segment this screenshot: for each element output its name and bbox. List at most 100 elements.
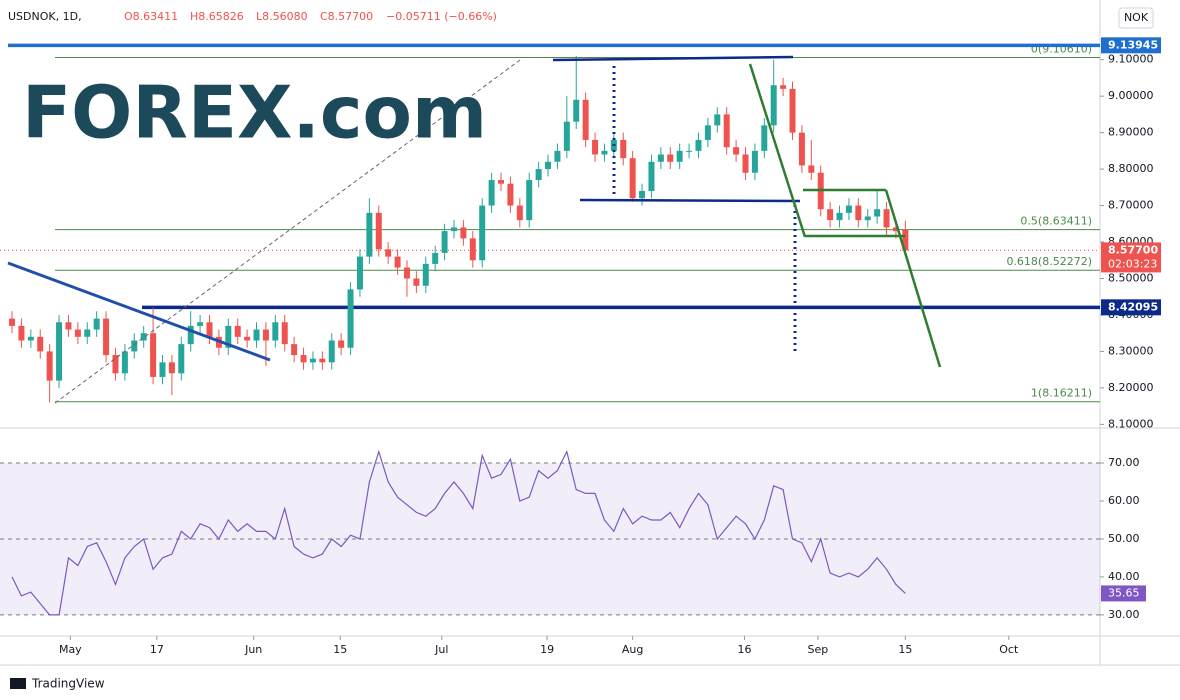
value-tag-label: 35.65: [1108, 586, 1140, 599]
x-tick-label: 19: [540, 643, 554, 656]
ohlc-high: H8.65826: [190, 10, 244, 23]
price-tag: [1101, 37, 1161, 54]
candle-body: [563, 121, 570, 151]
candle-body: [244, 336, 251, 341]
candle-body: [121, 351, 128, 374]
trend-line: [579, 198, 801, 203]
x-tick-label: 15: [333, 643, 347, 656]
fib-level-label: 0.618(8.52272): [1006, 255, 1092, 268]
candle-body: [375, 212, 382, 250]
x-tick-label: May: [59, 643, 82, 656]
candle-body: [902, 229, 909, 251]
rsi-band: [0, 463, 1100, 615]
price-tag: [1101, 299, 1161, 316]
candle-body: [742, 154, 749, 173]
candle-body: [253, 329, 260, 341]
price-tag-label: 9.13945: [1108, 38, 1158, 51]
candle-body: [403, 267, 410, 279]
candle-body: [874, 209, 881, 217]
candle-body: [112, 355, 119, 374]
candle-body: [281, 322, 288, 345]
candle-body: [338, 340, 345, 348]
candle-body: [441, 231, 448, 253]
fib-trend-line: [54, 59, 521, 404]
candle-body: [667, 154, 674, 162]
candle-body: [798, 132, 805, 166]
candle-body: [535, 169, 542, 181]
candle-body: [704, 125, 711, 140]
candle-body: [74, 329, 81, 337]
candle-body: [187, 325, 194, 345]
candle-body: [582, 99, 589, 140]
candle-body: [770, 85, 777, 126]
symbol: USDNOK, 1D,: [8, 10, 82, 23]
candle-body: [733, 147, 740, 155]
x-tick-label: Jun: [244, 643, 262, 656]
plot-layer: 8.100008.200008.300008.400008.500008.600…: [0, 37, 1161, 656]
y-tick-label: 40.00: [1108, 570, 1140, 583]
y-tick-label: 60.00: [1108, 494, 1140, 507]
candle-body: [639, 190, 646, 199]
price-tag-label: 8.57700: [1108, 243, 1158, 256]
ohlc-change: −0.05711 (−0.66%): [386, 10, 497, 23]
candle-body: [347, 289, 354, 348]
footer-brand: TradingView: [31, 677, 105, 691]
candle-body: [516, 205, 523, 221]
candle-body: [601, 150, 608, 155]
candle-body: [479, 205, 486, 261]
candle-body: [422, 263, 429, 286]
ohlc-low: L8.56080: [256, 10, 308, 23]
y-tick-label: 9.00000: [1108, 89, 1154, 102]
candle-body: [657, 154, 664, 162]
y-tick-label: 8.20000: [1108, 381, 1154, 394]
flagpole-line: [748, 63, 807, 238]
candle-body: [686, 150, 693, 152]
candle-body: [714, 114, 721, 126]
candle-body: [234, 325, 241, 337]
candle-body: [262, 329, 269, 341]
candle-body: [751, 150, 758, 173]
candle-body: [394, 256, 401, 268]
candle-body: [9, 318, 16, 326]
candle-body: [864, 216, 871, 221]
y-tick-label: 50.00: [1108, 532, 1140, 545]
candle-body: [168, 362, 175, 374]
candle-body: [197, 322, 204, 326]
fib-level-label: 1(8.16211): [1031, 387, 1092, 400]
candle-body: [432, 252, 439, 264]
fib-level-label: 0.5(8.63411): [1020, 215, 1092, 228]
value-tag: [1101, 585, 1146, 602]
x-tick-label: Oct: [999, 643, 1019, 656]
candle-body: [498, 180, 505, 184]
price-tag: [1101, 242, 1161, 273]
candle-body: [592, 139, 599, 155]
candle-body: [291, 344, 298, 356]
candle-body: [328, 340, 335, 363]
currency-box: [1118, 7, 1154, 29]
candle-body: [620, 139, 627, 159]
candle-body: [84, 329, 91, 337]
candle-body: [629, 158, 636, 199]
candle-body: [808, 165, 815, 173]
candle-body: [526, 180, 533, 221]
candle-body: [827, 209, 834, 221]
rsi-line: [11, 449, 906, 616]
candle-body: [225, 325, 232, 348]
x-tick-label: Sep: [808, 643, 829, 656]
candle-body: [883, 209, 890, 228]
candle-body: [855, 205, 862, 221]
candle-body: [93, 318, 100, 330]
y-tick-label: 9.10000: [1108, 53, 1154, 66]
candle-body: [723, 114, 730, 148]
candle-body: [319, 358, 326, 363]
candle-body: [18, 325, 25, 341]
candle-body: [56, 322, 63, 381]
candle-body: [780, 85, 787, 89]
y-tick-label: 8.80000: [1108, 162, 1154, 175]
candle-body: [761, 125, 768, 151]
ohlc-open: O8.63411: [124, 10, 178, 23]
candle-body: [178, 344, 185, 374]
drawings: [7, 55, 942, 404]
